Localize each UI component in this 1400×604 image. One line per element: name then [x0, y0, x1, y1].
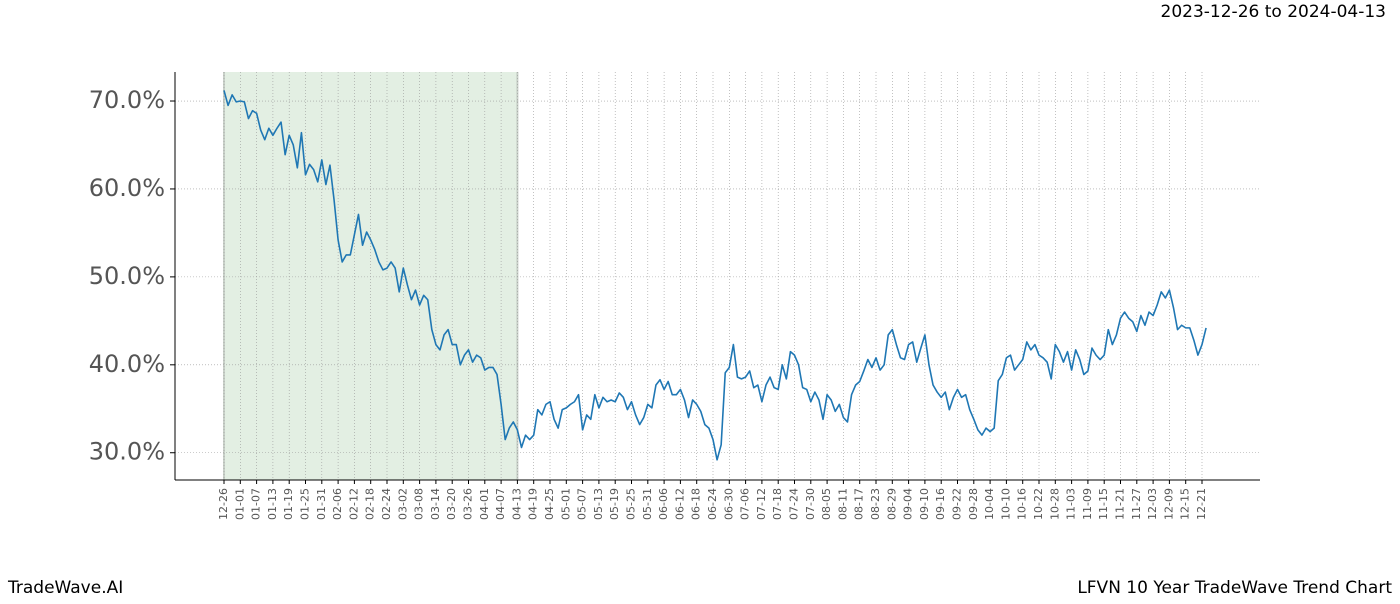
x-tick-label: 12-26 [217, 488, 230, 520]
y-tick-label: 40.0% [89, 350, 165, 378]
x-tick-label: 12-09 [1162, 488, 1175, 520]
x-tick-label: 07-30 [804, 488, 817, 520]
x-tick-label: 01-19 [282, 488, 295, 520]
x-tick-label: 09-22 [951, 488, 964, 520]
x-tick-label: 07-18 [771, 488, 784, 520]
x-tick-label: 01-07 [250, 488, 263, 520]
y-tick-label: 70.0% [89, 86, 165, 114]
x-tick-label: 01-01 [233, 488, 246, 520]
x-tick-label: 11-03 [1065, 488, 1078, 520]
x-tick-label: 09-16 [934, 488, 947, 520]
x-tick-label: 06-18 [690, 488, 703, 520]
x-tick-label: 10-16 [1016, 488, 1029, 520]
x-tick-label: 06-12 [673, 488, 686, 520]
x-tick-label: 05-31 [641, 488, 654, 520]
x-tick-label: 07-24 [788, 488, 801, 520]
x-tick-label: 03-26 [462, 488, 475, 520]
x-tick-label: 05-25 [625, 488, 638, 520]
x-tick-label: 01-25 [299, 488, 312, 520]
x-tick-label: 05-19 [608, 488, 621, 520]
x-tick-label: 05-07 [576, 488, 589, 520]
x-tick-label: 11-21 [1114, 488, 1127, 520]
x-tick-label: 02-24 [380, 488, 393, 520]
x-tick-label: 06-30 [722, 488, 735, 520]
x-tick-label: 11-27 [1130, 488, 1143, 520]
x-tick-label: 12-15 [1179, 488, 1192, 520]
y-tick-label: 50.0% [89, 262, 165, 290]
x-tick-label: 03-02 [396, 488, 409, 520]
x-tick-label: 10-04 [983, 488, 996, 520]
x-tick-label: 04-19 [527, 488, 540, 520]
x-tick-label: 09-10 [918, 488, 931, 520]
x-tick-label: 12-03 [1146, 488, 1159, 520]
x-tick-label: 03-20 [445, 488, 458, 520]
brand: TradeWave.AI [7, 578, 123, 598]
x-tick-label: 02-12 [347, 488, 360, 520]
y-tick-label: 30.0% [89, 438, 165, 466]
x-tick-label: 05-01 [559, 488, 572, 520]
x-tick-label: 04-01 [478, 488, 491, 520]
x-tick-label: 04-07 [494, 488, 507, 520]
x-tick-label: 07-12 [755, 488, 768, 520]
x-tick-label: 08-23 [869, 488, 882, 520]
x-tick-label: 04-25 [543, 488, 556, 520]
x-tick-label: 10-22 [1032, 488, 1045, 520]
x-tick-label: 01-31 [315, 488, 328, 520]
x-tick-label: 08-11 [836, 488, 849, 520]
x-tick-label: 03-08 [413, 488, 426, 520]
x-tick-label: 08-29 [885, 488, 898, 520]
x-tick-label: 01-13 [266, 488, 279, 520]
x-tick-label: 11-09 [1081, 488, 1094, 520]
x-tick-label: 10-10 [999, 488, 1012, 520]
x-tick-label: 04-13 [510, 488, 523, 520]
x-tick-label: 02-06 [331, 488, 344, 520]
x-tick-label: 02-18 [364, 488, 377, 520]
x-tick-label: 08-05 [820, 488, 833, 520]
x-tick-label: 07-06 [739, 488, 752, 520]
x-tick-label: 06-06 [657, 488, 670, 520]
x-tick-label: 05-13 [592, 488, 605, 520]
x-tick-label: 03-14 [429, 488, 442, 520]
chart-caption: LFVN 10 Year TradeWave Trend Chart [1077, 578, 1392, 598]
x-tick-label: 06-24 [706, 488, 719, 520]
date-range: 2023-12-26 to 2024-04-13 [1161, 2, 1386, 22]
x-tick-label: 12-21 [1195, 488, 1208, 520]
x-tick-label: 08-17 [853, 488, 866, 520]
x-tick-label: 09-04 [902, 488, 915, 520]
x-tick-label: 10-28 [1048, 488, 1061, 520]
x-tick-label: 09-28 [967, 488, 980, 520]
series-line [223, 90, 1207, 461]
y-tick-label: 60.0% [89, 174, 165, 202]
x-tick-label: 11-15 [1097, 488, 1110, 520]
